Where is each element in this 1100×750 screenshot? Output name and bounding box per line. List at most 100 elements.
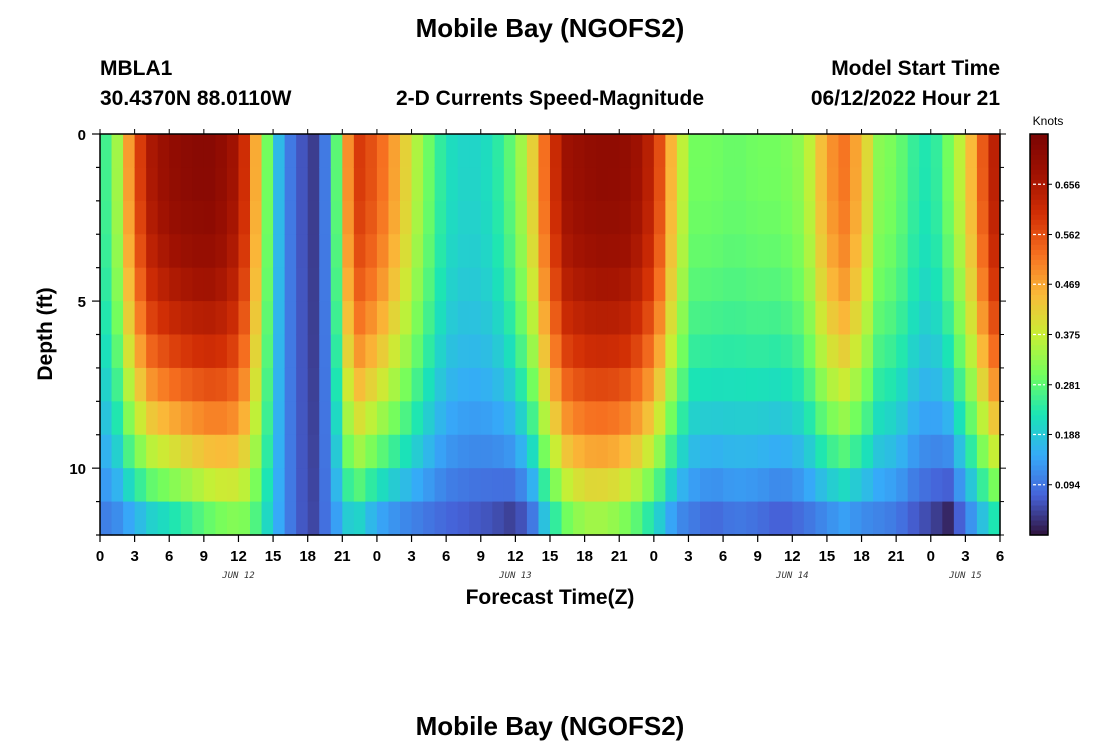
- heatmap-cell: [515, 468, 528, 503]
- heatmap-cell: [169, 167, 182, 202]
- heatmap-cell: [388, 401, 401, 436]
- colorbar-swatch: [1030, 239, 1048, 245]
- heatmap-cell: [561, 200, 574, 235]
- heatmap-cell: [688, 401, 701, 436]
- heatmap-cell: [215, 267, 228, 302]
- heatmap-cell: [146, 367, 159, 402]
- colorbar-swatch: [1030, 204, 1048, 210]
- colorbar-swatch: [1030, 304, 1048, 311]
- heatmap-cell: [203, 301, 216, 336]
- x-tick-label: 15: [265, 548, 282, 565]
- heatmap-cell: [723, 200, 736, 235]
- heatmap-cell: [976, 468, 990, 503]
- heatmap-cell: [134, 200, 147, 235]
- heatmap-cell: [619, 367, 632, 402]
- heatmap-cell: [123, 267, 136, 302]
- heatmap-cell: [446, 267, 459, 302]
- heatmap-cell: [723, 234, 736, 269]
- heatmap-cell: [480, 267, 493, 302]
- colorbar-swatch: [1030, 519, 1048, 526]
- heatmap-cell: [653, 401, 666, 436]
- heatmap-cell: [423, 134, 436, 169]
- heatmap-cell: [469, 367, 482, 402]
- heatmap-cell: [388, 234, 401, 269]
- model-start-label: Model Start Time: [831, 57, 1000, 80]
- heatmap-cell: [873, 367, 886, 402]
- heatmap-cell: [550, 334, 563, 369]
- heatmap-cell: [596, 434, 609, 469]
- heatmap-cell: [861, 267, 874, 302]
- heatmap-cell: [838, 134, 851, 169]
- heatmap-cell: [457, 367, 470, 402]
- heatmap-cell: [884, 200, 897, 235]
- heatmap-cell: [896, 134, 909, 169]
- heatmap-cell: [676, 401, 690, 436]
- heatmap-cell: [480, 501, 493, 536]
- heatmap-cell: [480, 234, 493, 269]
- heatmap-cell: [665, 167, 678, 202]
- heatmap-cell: [723, 301, 736, 336]
- heatmap-cell: [965, 434, 978, 469]
- heatmap-cell: [700, 468, 713, 503]
- heatmap-cell: [273, 301, 286, 336]
- heatmap-cell: [353, 200, 366, 235]
- heatmap-cell: [550, 468, 563, 503]
- heatmap-cell: [157, 434, 170, 469]
- heatmap-cell: [769, 234, 782, 269]
- heatmap-cell: [330, 468, 343, 503]
- heatmap-cell: [388, 301, 401, 336]
- heatmap-cell: [146, 301, 159, 336]
- heatmap-cell: [907, 200, 920, 235]
- heatmap-cell: [757, 367, 770, 402]
- heatmap-cell: [850, 200, 863, 235]
- colorbar-swatch: [1030, 379, 1048, 386]
- heatmap-cell: [850, 401, 863, 436]
- heatmap-cell: [515, 234, 528, 269]
- colorbar-swatch: [1030, 209, 1048, 215]
- colorbar-swatch: [1030, 364, 1048, 371]
- heatmap-cell: [146, 434, 159, 469]
- heatmap-cell: [169, 367, 182, 402]
- date-label: JUN 12: [221, 571, 255, 581]
- heatmap-cell: [111, 234, 124, 269]
- colorbar-swatch: [1030, 194, 1048, 200]
- x-tick-label: 3: [407, 548, 415, 565]
- heatmap-cell: [700, 367, 713, 402]
- heatmap-cell: [769, 301, 782, 336]
- heatmap-cell: [192, 334, 205, 369]
- heatmap-cell: [330, 167, 343, 202]
- heatmap-cell: [134, 468, 147, 503]
- heatmap-cell: [896, 267, 909, 302]
- heatmap-cell: [619, 334, 632, 369]
- heatmap-cell: [515, 167, 528, 202]
- heatmap-cell: [180, 234, 193, 269]
- heatmap-cell: [630, 134, 643, 169]
- heatmap-cell: [757, 200, 770, 235]
- heatmap-cell: [180, 401, 193, 436]
- x-axis-label: Forecast Time(Z): [466, 586, 635, 609]
- heatmap-cell: [434, 167, 447, 202]
- heatmap-cell: [826, 167, 840, 202]
- x-tick-label: 6: [719, 548, 727, 565]
- heatmap-cell: [526, 367, 540, 402]
- heatmap-cell: [573, 367, 586, 402]
- heatmap-cell: [365, 301, 378, 336]
- heatmap-cell: [561, 301, 574, 336]
- heatmap-cell: [457, 167, 470, 202]
- heatmap-cell: [538, 200, 551, 235]
- heatmap-cell: [561, 334, 574, 369]
- heatmap-cell: [100, 468, 113, 503]
- heatmap-cell: [873, 301, 886, 336]
- heatmap-cell: [538, 234, 551, 269]
- heatmap-cell: [411, 401, 424, 436]
- heatmap-cell: [711, 167, 724, 202]
- heatmap-cell: [100, 134, 113, 169]
- heatmap-cell: [538, 468, 551, 503]
- heatmap-cell: [180, 134, 193, 169]
- heatmap-cell: [873, 401, 886, 436]
- heatmap-cell: [653, 234, 666, 269]
- heatmap-cell: [965, 301, 978, 336]
- heatmap-cell: [676, 134, 690, 169]
- heatmap-cell: [630, 301, 643, 336]
- heatmap-cell: [953, 334, 966, 369]
